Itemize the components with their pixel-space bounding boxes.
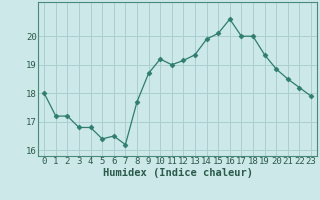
X-axis label: Humidex (Indice chaleur): Humidex (Indice chaleur) xyxy=(103,168,252,178)
